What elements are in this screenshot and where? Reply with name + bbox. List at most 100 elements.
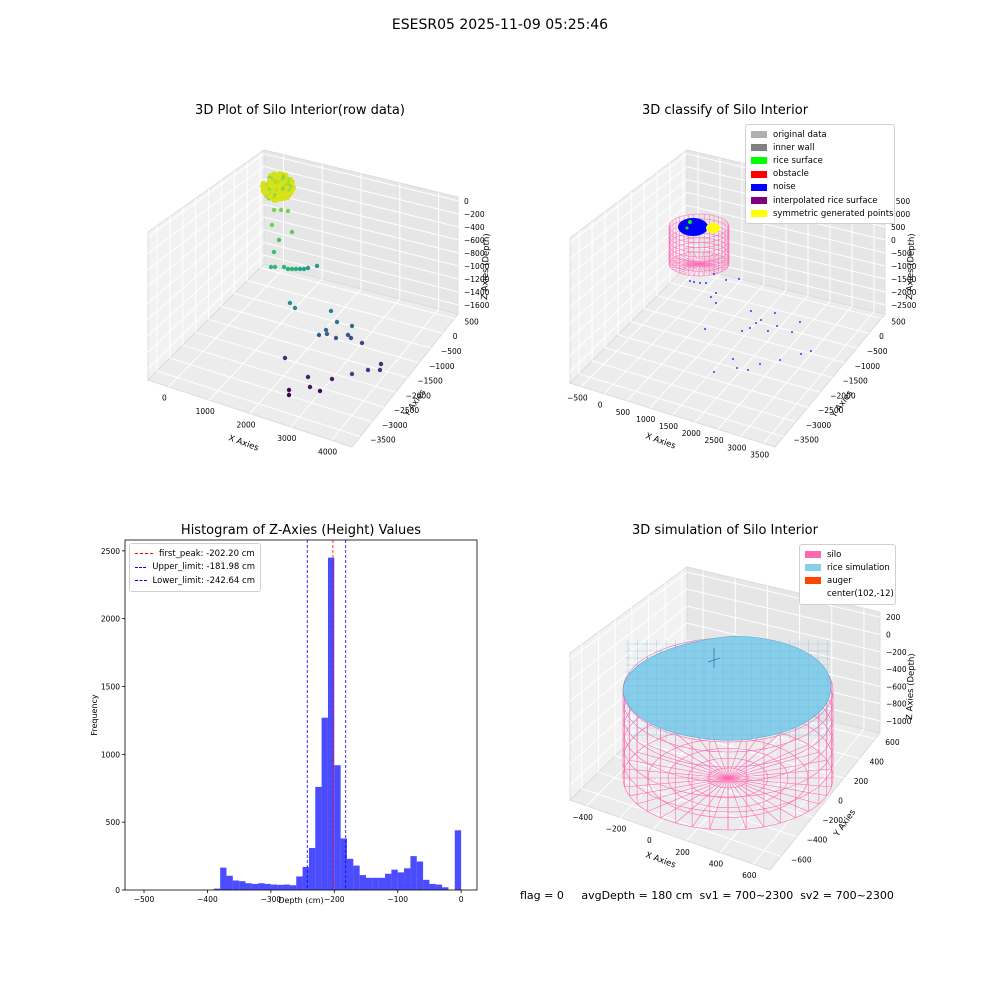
data-point <box>272 264 278 270</box>
grid-line <box>569 243 688 356</box>
grid-line <box>156 370 361 438</box>
silo-wire <box>727 759 827 779</box>
silo-wire <box>660 737 729 779</box>
noise-point <box>791 331 793 333</box>
z-tick-label: −500 <box>891 249 912 258</box>
data-point <box>271 207 277 213</box>
grid-line <box>686 713 800 842</box>
grid-line <box>569 217 688 324</box>
grid-line <box>569 588 688 681</box>
histogram-bar <box>410 856 417 890</box>
x-tick-label: −300 <box>261 895 282 904</box>
noise-point <box>699 282 701 284</box>
noise-point <box>750 310 752 312</box>
data-point <box>260 188 266 193</box>
silo-wire <box>727 777 809 812</box>
legend-item-silo: silo <box>805 548 890 561</box>
silo-wire <box>698 263 705 276</box>
histogram-bar <box>289 885 297 890</box>
noise-point <box>749 327 751 329</box>
data-point <box>285 208 291 214</box>
z-tick-label: 0 <box>886 630 891 639</box>
z-tick-label: −1500 <box>891 275 917 284</box>
grid-line <box>147 229 265 336</box>
grid-line <box>195 331 396 393</box>
plot1-3d-axes: 010002000300040005000−500−1000−1500−2000… <box>147 149 492 456</box>
grid-line <box>686 217 886 267</box>
legend-swatch <box>751 144 767 152</box>
z-tick-label: −1000 <box>891 262 917 271</box>
data-point <box>270 189 275 195</box>
x-tick-label: 1000 <box>196 407 215 416</box>
histogram-bar <box>353 865 360 890</box>
y-tick-label: 200 <box>854 777 869 786</box>
grid-line <box>581 788 782 857</box>
grid-line <box>717 300 831 430</box>
grid-line <box>686 605 881 653</box>
y-tick-label: 0 <box>115 886 120 895</box>
silo-wire <box>672 257 700 265</box>
grid-line <box>263 153 459 202</box>
noise-point <box>738 278 740 280</box>
noise-point <box>799 321 801 323</box>
legend-item-noise: noise <box>751 181 889 194</box>
noise-point <box>800 353 802 355</box>
x-tick-label: 3000 <box>277 434 296 443</box>
plot1-zlabel: Z Axies (Depth) <box>480 233 492 300</box>
data-point <box>305 265 311 271</box>
x-tick-label: 4000 <box>318 447 337 456</box>
x-tick-label: 1500 <box>659 422 678 431</box>
y-tick-label: 500 <box>891 317 906 326</box>
y-tick-label: −500 <box>441 347 462 356</box>
silo-wire <box>698 252 705 265</box>
z-tick-label: −1000 <box>886 717 912 726</box>
x-tick-label: −200 <box>606 825 627 834</box>
z-tick-label: −400 <box>886 665 907 674</box>
noise-point <box>774 312 776 314</box>
histogram-bar <box>423 879 430 890</box>
histogram-bar <box>213 888 221 890</box>
silo-wire <box>698 253 715 265</box>
x-tick-label: 2000 <box>236 421 255 430</box>
legend-item-lower-limit: Lower_limit: -242.64 cm <box>135 574 255 588</box>
z-tick-label: −2000 <box>891 288 917 297</box>
y-tick-label: 0 <box>879 332 884 341</box>
histogram-bar <box>366 877 373 890</box>
y-tick-label: 500 <box>106 818 121 827</box>
noise-point <box>747 369 749 371</box>
data-point <box>334 319 340 325</box>
data-point <box>328 308 334 314</box>
data-point <box>293 266 299 272</box>
noise-cluster <box>678 218 708 236</box>
grid-line <box>569 205 688 308</box>
silo-wire <box>647 744 729 779</box>
y-tick-label: 2000 <box>101 615 120 624</box>
histogram-bar <box>416 861 424 890</box>
grid-line <box>169 357 373 423</box>
legend-swatch <box>751 157 767 165</box>
silo-wire <box>727 777 747 830</box>
x-tick-label: 3500 <box>750 450 769 459</box>
y-tick-label: −3500 <box>794 436 820 445</box>
noise-point <box>715 292 717 294</box>
histogram-bar <box>442 887 449 890</box>
silo-wire <box>683 263 700 275</box>
data-point <box>276 190 282 195</box>
silo-wire <box>637 777 729 805</box>
histogram-bar <box>429 883 436 890</box>
noise-point <box>736 367 738 369</box>
grid-line <box>569 605 688 702</box>
rice-surface-point <box>685 226 689 230</box>
grid-line <box>147 242 265 353</box>
silo-wire <box>687 757 769 799</box>
silo-wire <box>688 263 700 276</box>
silo-wire <box>669 263 700 267</box>
x-tick-label: 3000 <box>727 443 746 452</box>
noise-point <box>713 371 715 373</box>
data-point <box>265 189 270 195</box>
grid-line <box>569 230 688 340</box>
data-point <box>285 266 291 272</box>
silo-wire <box>693 263 700 276</box>
histogram-bar <box>372 877 379 890</box>
grid-line <box>669 282 870 334</box>
